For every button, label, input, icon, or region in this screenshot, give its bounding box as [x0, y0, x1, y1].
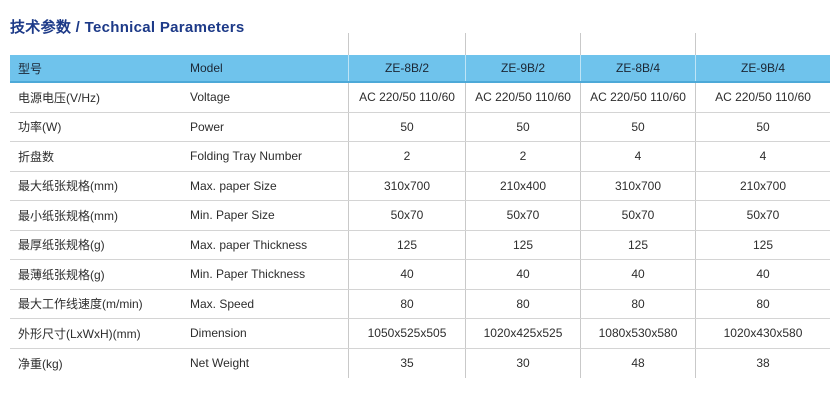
table-row: 净重(kg) Net Weight 35 30 48 38 — [10, 348, 830, 378]
param-label-en: Max. Speed — [190, 296, 255, 311]
table-row: 功率(W) Power 50 50 50 50 — [10, 112, 830, 142]
param-value: 80 — [465, 289, 580, 318]
param-value: 80 — [348, 289, 465, 318]
guide-cell — [348, 33, 465, 55]
param-label-cn: 最大纸张规格(mm) — [18, 179, 118, 194]
param-value: AC 220/50 110/60 — [465, 83, 580, 112]
param-value: 1080x530x580 — [580, 319, 695, 348]
param-label-cn: 电源电压(V/Hz) — [18, 90, 100, 105]
param-label-en: Voltage — [190, 90, 231, 105]
model-column-header: ZE-9B/4 — [695, 55, 830, 81]
param-value: AC 220/50 110/60 — [695, 83, 830, 112]
param-value: 40 — [695, 260, 830, 289]
param-label-en: Folding Tray Number — [190, 149, 303, 164]
param-value: 35 — [348, 348, 465, 378]
param-value: 40 — [465, 260, 580, 289]
model-column-header: ZE-9B/2 — [465, 55, 580, 81]
param-value: 310x700 — [580, 171, 695, 200]
param-label-cn: 最大工作线速度(m/min) — [18, 297, 143, 312]
param-value: 50x70 — [695, 201, 830, 230]
param-value: 40 — [348, 260, 465, 289]
param-value: 50 — [348, 112, 465, 141]
param-label-cn: 外形尺寸(LxWxH)(mm) — [18, 326, 141, 341]
param-value: 30 — [465, 348, 580, 378]
param-value: 125 — [465, 230, 580, 259]
param-value: 50x70 — [580, 201, 695, 230]
param-value: 1020x430x580 — [695, 319, 830, 348]
guide-cell — [10, 33, 190, 55]
param-value: 310x700 — [348, 171, 465, 200]
param-label-cn: 折盘数 — [18, 149, 55, 164]
table-row: 最大纸张规格(mm) Max. paper Size 310x700 210x400 3… — [10, 171, 830, 201]
param-label-en: Min. Paper Thickness — [190, 267, 306, 282]
param-label-cn: 净重(kg) — [18, 356, 63, 371]
column-guides — [10, 33, 830, 55]
param-value: 48 — [580, 348, 695, 378]
param-value: 125 — [695, 230, 830, 259]
param-value: 50x70 — [348, 201, 465, 230]
param-value: 2 — [465, 142, 580, 171]
technical-parameters-table: 型号 Model ZE-8B/2 ZE-9B/2 ZE-8B/4 ZE-9B/4 电源… — [10, 33, 830, 378]
table-header-row: 型号 Model ZE-8B/2 ZE-9B/2 ZE-8B/4 ZE-9B/4 — [10, 55, 830, 83]
param-value: 80 — [580, 289, 695, 318]
model-column-header: ZE-8B/4 — [580, 55, 695, 81]
param-label-en: Power — [190, 119, 225, 134]
header-label-en: Model — [190, 61, 223, 75]
param-label-cn: 功率(W) — [18, 120, 62, 135]
model-column-header: ZE-8B/2 — [348, 55, 465, 81]
param-value: 210x400 — [465, 171, 580, 200]
param-label-en: Max. paper Thickness — [190, 237, 308, 252]
table-row: 折盘数 Folding Tray Number 2 2 4 4 — [10, 142, 830, 172]
param-label-en: Max. paper Size — [190, 178, 277, 193]
table-row: 外形尺寸(LxWxH)(mm) Dimension 1050x525x505 1020… — [10, 319, 830, 349]
param-value: 1050x525x505 — [348, 319, 465, 348]
param-label-en: Min. Paper Size — [190, 208, 275, 223]
param-value: 4 — [580, 142, 695, 171]
param-label-en: Dimension — [190, 326, 247, 341]
table-row: 最大工作线速度(m/min) Max. Speed 80 80 80 80 — [10, 289, 830, 319]
param-label-cn: 最小纸张规格(mm) — [18, 208, 118, 223]
table-body: 电源电压(V/Hz) Voltage AC 220/50 110/60 AC 220/… — [10, 83, 830, 378]
param-label-cn: 最厚纸张规格(g) — [18, 238, 105, 253]
param-value: 38 — [695, 348, 830, 378]
param-value: 50 — [695, 112, 830, 141]
table-row: 电源电压(V/Hz) Voltage AC 220/50 110/60 AC 220/… — [10, 83, 830, 113]
param-value: 125 — [348, 230, 465, 259]
param-value: 125 — [580, 230, 695, 259]
param-label-en: Net Weight — [190, 356, 250, 371]
header-label-cn: 型号 — [18, 61, 43, 76]
param-value: 2 — [348, 142, 465, 171]
param-value: 1020x425x525 — [465, 319, 580, 348]
param-value: 50x70 — [465, 201, 580, 230]
param-value: AC 220/50 110/60 — [580, 83, 695, 112]
guide-cell — [695, 33, 830, 55]
table-row: 最小纸张规格(mm) Min. Paper Size 50x70 50x70 50x70… — [10, 201, 830, 231]
param-value: 40 — [580, 260, 695, 289]
param-value: 50 — [580, 112, 695, 141]
param-label-cn: 最薄纸张规格(g) — [18, 267, 105, 282]
guide-cell — [190, 33, 348, 55]
param-value: AC 220/50 110/60 — [348, 83, 465, 112]
param-value: 4 — [695, 142, 830, 171]
table-row: 最厚纸张规格(g) Max. paper Thickness 125 125 125 12… — [10, 230, 830, 260]
page-title: 技术参数 / Technical Parameters — [10, 19, 245, 36]
param-value: 50 — [465, 112, 580, 141]
param-value: 210x700 — [695, 171, 830, 200]
param-value: 80 — [695, 289, 830, 318]
guide-cell — [465, 33, 580, 55]
table-row: 最薄纸张规格(g) Min. Paper Thickness 40 40 40 40 — [10, 260, 830, 290]
guide-cell — [580, 33, 695, 55]
